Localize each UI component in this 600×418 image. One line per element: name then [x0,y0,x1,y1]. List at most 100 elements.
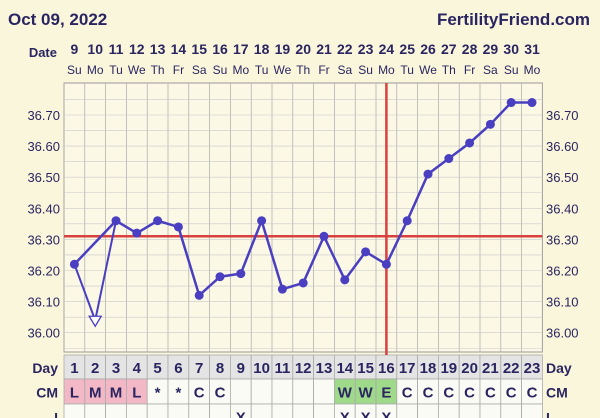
weekday-tick: Sa [192,63,207,77]
intercourse-cell [84,403,107,418]
y-tick-right: 36.00 [546,326,579,341]
cm-value: C [527,385,538,402]
temperature-point [153,216,163,226]
day-value: 22 [503,360,520,377]
temperature-point [215,272,225,282]
date-tick: 13 [150,41,166,57]
cm-value: M [110,385,123,402]
weekday-tick: Sa [483,63,498,77]
intercourse-cell [209,403,231,418]
weekday-tick: Fr [464,63,475,77]
cm-value: C [443,385,454,402]
temperature-point [527,98,537,108]
date-tick: 26 [420,41,436,57]
cm-cell [271,378,294,405]
date-tick: 15 [191,41,207,57]
day-value: 14 [336,360,353,377]
intercourse-cell [500,403,522,418]
cm-value: C [485,385,496,402]
day-value: 7 [195,360,203,377]
cm-row-label: CM [36,385,58,401]
y-tick-left: 36.10 [27,295,60,310]
y-tick-left: 36.30 [27,232,60,247]
day-value: 11 [274,360,290,377]
cm-value: * [175,385,181,402]
day-value: 9 [237,360,245,377]
cm-value: L [70,385,79,402]
weekday-tick: Su [213,63,228,77]
weekday-tick: We [419,63,437,77]
date-tick: 11 [109,41,124,57]
y-tick-right: 36.70 [546,108,579,123]
day-value: 23 [524,360,541,377]
weekday-tick: Th [296,63,310,77]
cm-row-label-right: CM [546,385,568,401]
date-tick: 10 [87,41,103,57]
cm-value: C [506,385,517,402]
intercourse-row-label-right: I [546,410,550,418]
cm-value: M [89,385,102,402]
day-value: 10 [253,360,270,377]
temperature-point [485,119,495,129]
temperature-point [277,284,287,294]
intercourse-cell [479,403,502,418]
discarded-point [88,315,103,328]
y-tick-left: 36.70 [27,108,60,123]
cm-cell [229,378,252,405]
weekday-tick: Fr [318,63,329,77]
date-tick: 18 [254,41,270,57]
day-value: 19 [440,360,457,377]
cm-value: C [402,385,413,402]
cm-cell [292,378,314,405]
weekday-tick: Mo [524,63,541,77]
intercourse-cell [271,403,294,418]
temperature-point [111,216,121,226]
date-tick: 12 [129,41,145,57]
intercourse-value: X [340,410,350,418]
intercourse-value: X [361,410,371,418]
weekday-tick: Mo [232,63,249,77]
y-tick-left: 36.50 [27,170,60,185]
intercourse-row-label: I [54,410,58,418]
cm-value: L [132,385,141,402]
y-tick-right: 36.50 [546,170,579,185]
weekday-tick: Tu [255,63,269,77]
weekday-tick: Sa [337,63,352,77]
y-tick-left: 36.60 [27,139,60,154]
weekday-tick: Mo [87,63,104,77]
temperature-point [132,228,142,238]
temperature-point [194,290,204,300]
temperature-point [444,154,454,164]
weekday-tick: Fr [173,63,184,77]
intercourse-cell [396,403,418,418]
date-tick: 23 [358,41,374,57]
temperature-point [402,216,412,226]
temperature-point [381,259,391,269]
cm-value: C [423,385,434,402]
weekday-tick: We [274,63,292,77]
intercourse-cell [458,403,481,418]
intercourse-cell [417,403,439,418]
cm-value: W [338,385,353,402]
weekday-tick: Su [358,63,373,77]
date-tick: 31 [524,41,540,57]
date-tick: 29 [483,41,499,57]
brand-name: FertilityFriend.com [437,10,590,29]
date-tick: 21 [316,41,332,57]
temperature-point [173,222,183,232]
intercourse-cell [105,403,127,418]
y-tick-left: 36.20 [27,264,60,279]
weekday-tick: Th [151,63,165,77]
cm-value: C [215,385,226,402]
weekday-tick: Tu [109,63,123,77]
date-tick: 25 [399,41,415,57]
y-tick-right: 36.40 [546,201,579,216]
day-value: 16 [378,360,395,377]
day-value: 3 [112,360,120,377]
date-label: Date [29,45,57,60]
cm-value: E [381,385,391,402]
date-tick: 19 [275,41,291,57]
temperature-point [423,169,433,179]
day-row-label: Day [32,360,58,376]
